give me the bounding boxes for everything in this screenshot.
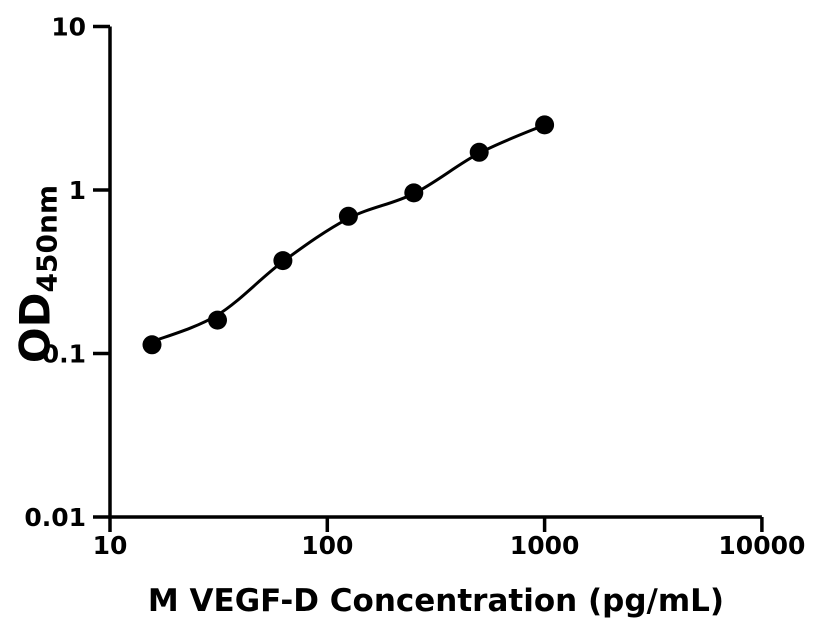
x-tick-label: 10 — [93, 531, 128, 560]
y-axis-title-main: OD — [10, 292, 60, 364]
data-point-marker — [535, 115, 555, 135]
x-axis-title: M VEGF-D Concentration (pg/mL) — [147, 583, 725, 619]
data-point-marker — [142, 335, 162, 355]
y-tick-label: 0.01 — [24, 503, 86, 532]
y-tick-label: 1 — [69, 176, 86, 205]
data-point-marker — [404, 183, 424, 203]
y-axis-title: OD450nm — [11, 184, 64, 363]
y-tick-label: 10 — [51, 13, 86, 42]
axis-spines — [108, 26, 762, 519]
y-axis-title-subscript: 450nm — [30, 184, 64, 293]
data-point-marker — [208, 310, 227, 330]
y-tick-label: 0.1 — [42, 340, 86, 369]
data-point-marker — [338, 206, 358, 226]
data-point-marker — [469, 142, 489, 162]
data-point-marker — [273, 251, 293, 271]
x-tick-label: 100 — [301, 531, 353, 560]
x-tick-label: 10000 — [718, 531, 805, 560]
x-tick-label: 1000 — [510, 531, 580, 560]
